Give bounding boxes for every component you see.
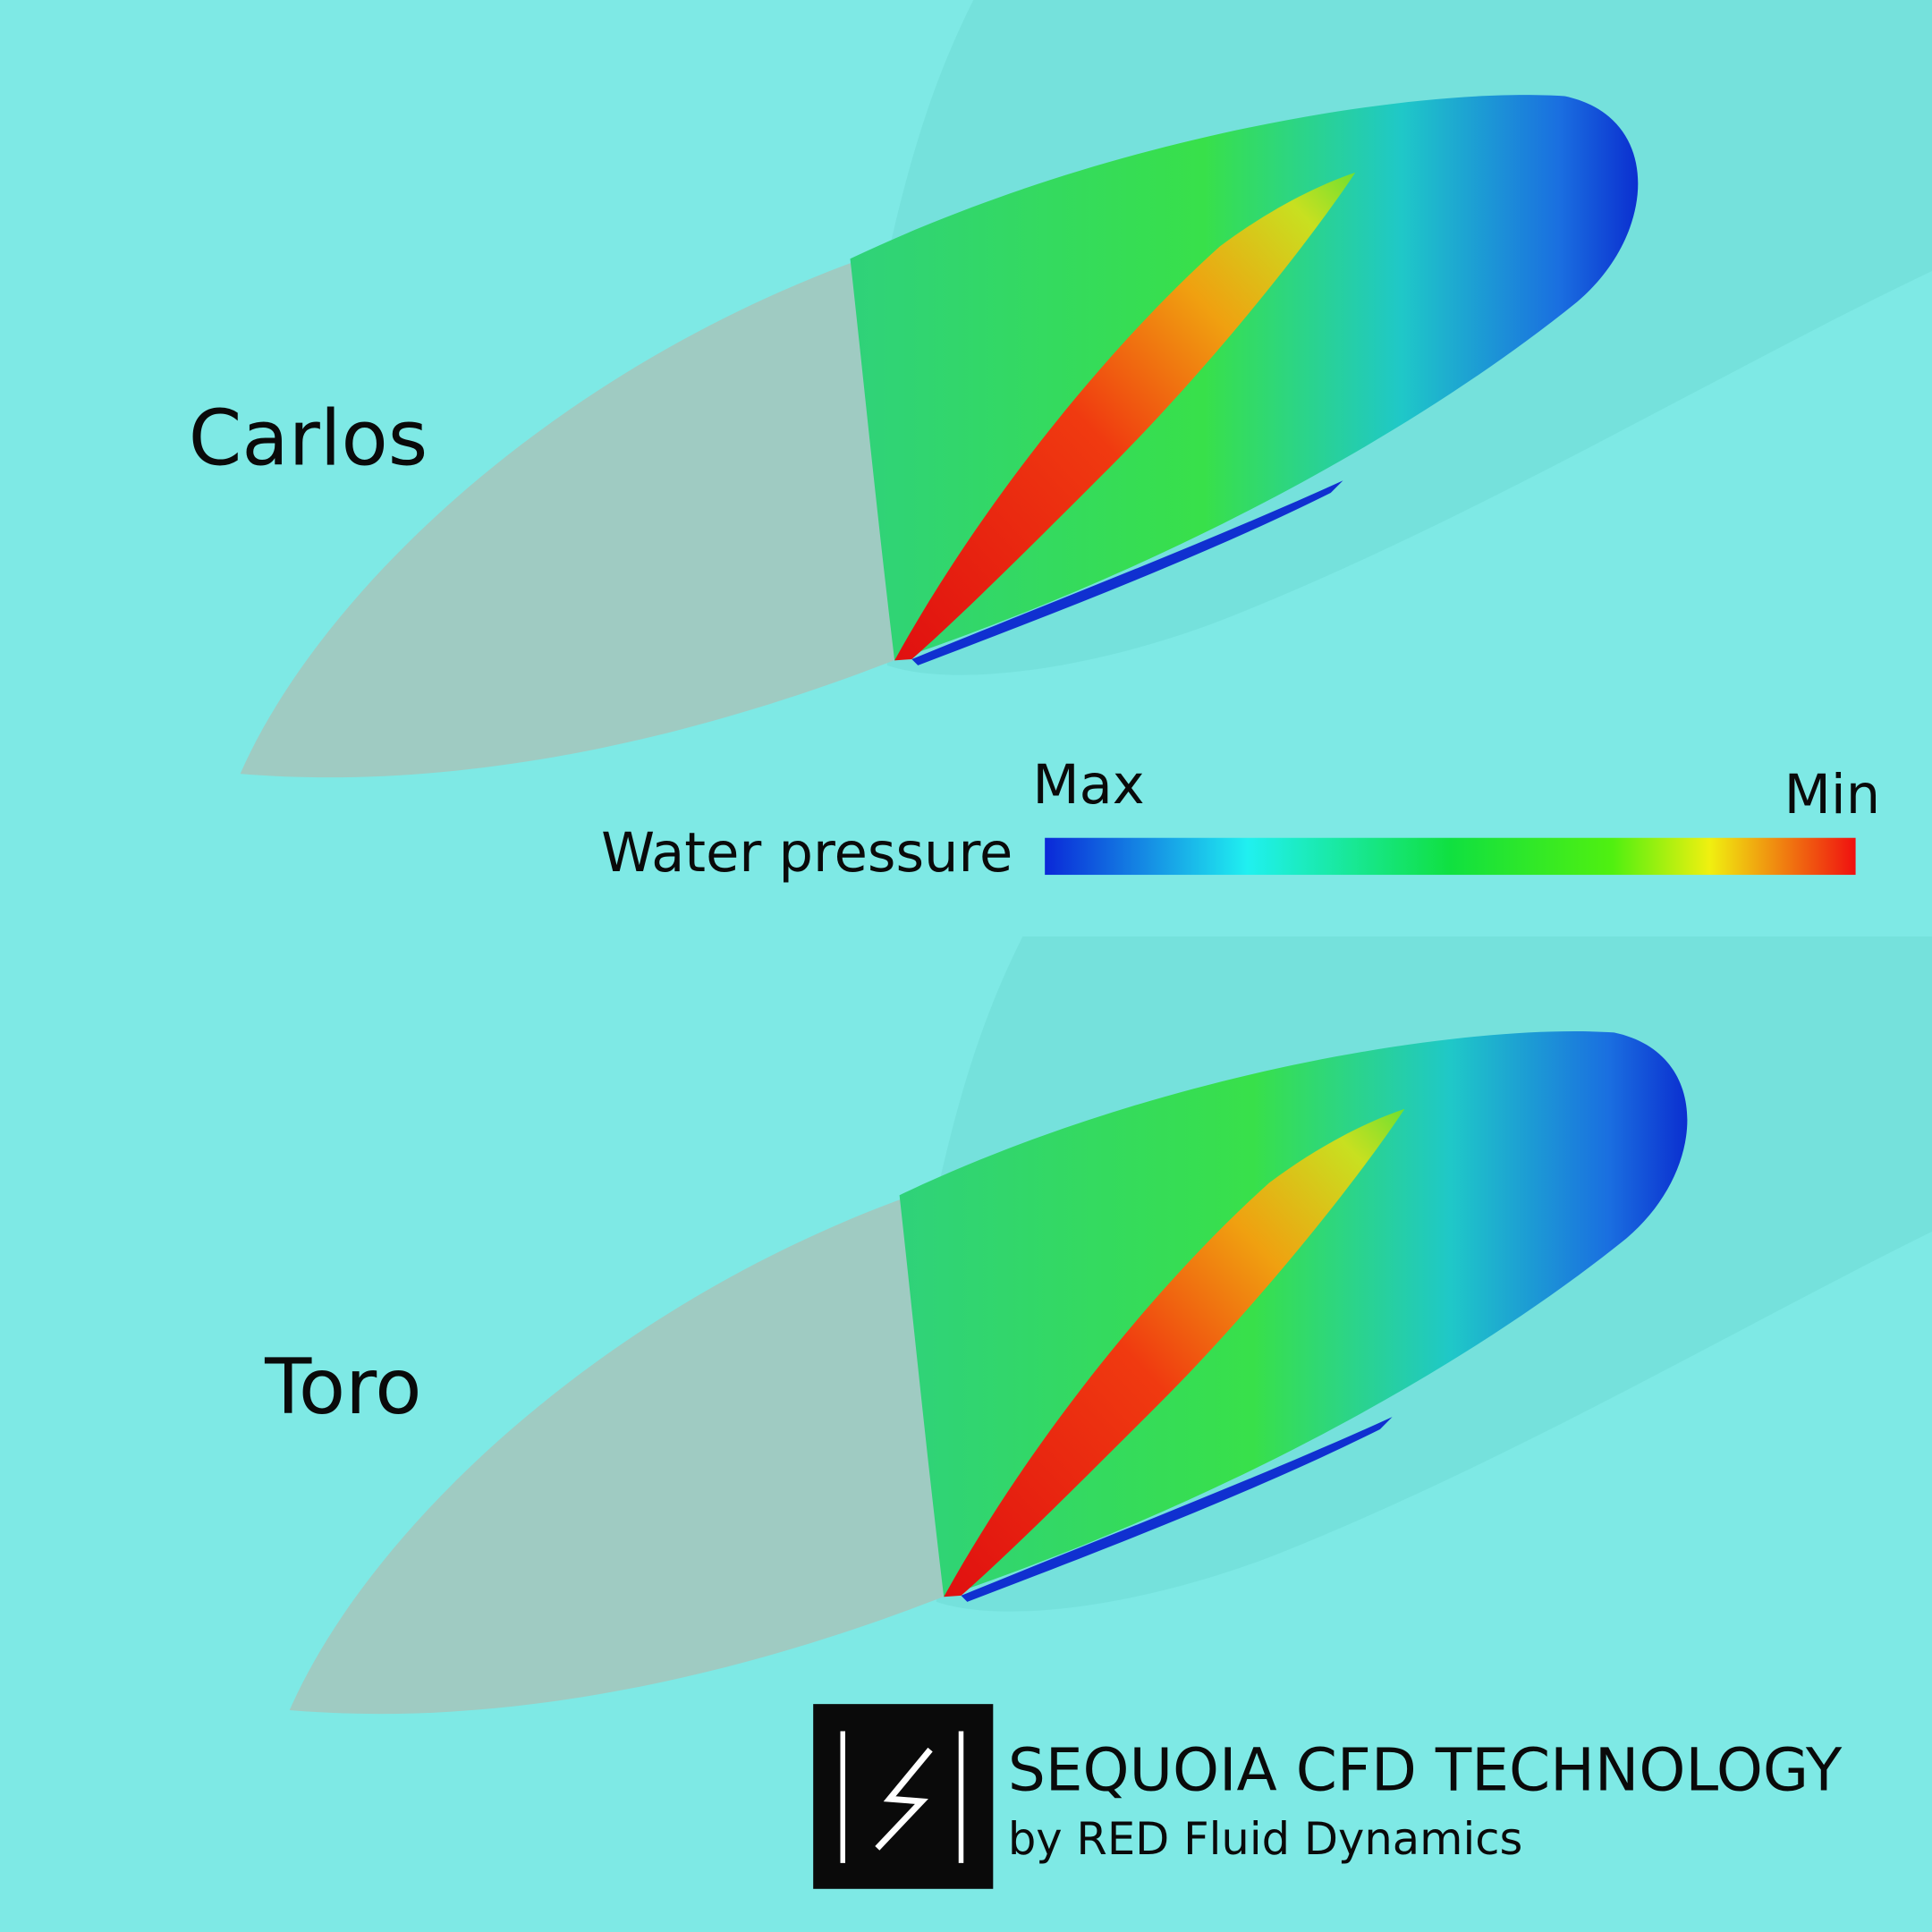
board-label: Toro — [264, 1343, 421, 1432]
legend-label: Min — [1784, 764, 1881, 826]
logo-mark — [875, 1747, 933, 1851]
logo-subtitle: by RED Fluid Dynamics — [1008, 1813, 1522, 1865]
logo-title: SEQUOIA CFD TECHNOLOGY — [1008, 1736, 1843, 1805]
board-label: Carlos — [189, 394, 428, 483]
logo — [813, 1704, 994, 1889]
legend-label: Max — [1032, 754, 1144, 817]
logo-box — [813, 1704, 994, 1889]
color-scale — [1045, 837, 1856, 876]
legend-title: Water pressure — [601, 822, 1013, 885]
